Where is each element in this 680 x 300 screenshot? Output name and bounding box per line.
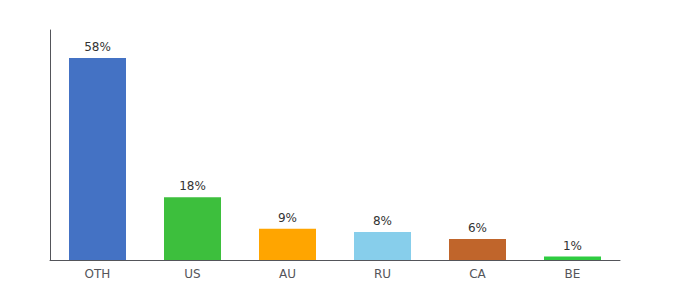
svg-text:US: US <box>184 267 200 281</box>
svg-text:18%: 18% <box>179 179 206 193</box>
svg-text:BE: BE <box>565 267 581 281</box>
svg-text:OTH: OTH <box>85 267 111 281</box>
svg-text:RU: RU <box>374 267 391 281</box>
svg-text:CA: CA <box>469 267 486 281</box>
svg-text:9%: 9% <box>278 211 297 225</box>
svg-text:AU: AU <box>279 267 296 281</box>
svg-text:6%: 6% <box>468 221 487 235</box>
svg-text:1%: 1% <box>563 239 582 253</box>
svg-text:58%: 58% <box>84 40 111 54</box>
svg-text:8%: 8% <box>373 214 392 228</box>
